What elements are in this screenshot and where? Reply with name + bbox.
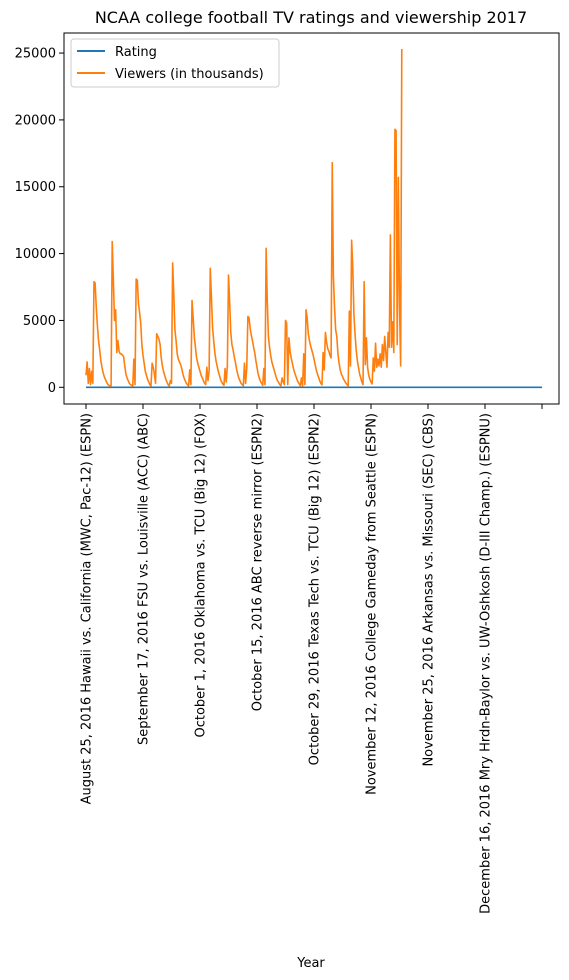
x-tick-label: October 15, 2016 ABC reverse mirror (ESP…	[251, 413, 266, 711]
legend-label-viewers: Viewers (in thousands)	[115, 67, 264, 82]
x-axis-label: Year	[296, 956, 325, 971]
y-tick-label: 25000	[15, 47, 56, 62]
legend-box	[70, 38, 280, 88]
x-tick-label: November 12, 2016 College Gameday from S…	[365, 413, 380, 795]
chart-title: NCAA college football TV ratings and vie…	[95, 8, 527, 27]
y-tick-label: 10000	[15, 247, 56, 262]
legend: Rating Viewers (in thousands)	[70, 38, 280, 88]
plot-area	[63, 32, 560, 405]
plot-frame	[63, 32, 560, 405]
x-axis: August 25, 2016 Hawaii vs. California (M…	[80, 404, 543, 914]
y-axis: 0 5000 10000 15000 20000 25000	[15, 47, 64, 396]
series-line-viewers	[85, 49, 403, 388]
x-tick-label: August 25, 2016 Hawaii vs. California (M…	[80, 413, 95, 804]
legend-label-rating: Rating	[115, 45, 157, 60]
x-tick-label: October 29, 2016 Texas Tech vs. TCU (Big…	[308, 413, 323, 765]
y-tick-label: 20000	[15, 113, 56, 128]
series-layer	[85, 49, 542, 389]
x-tick-label: September 17, 2016 FSU vs. Louisville (A…	[137, 413, 152, 745]
x-tick-label: November 25, 2016 Arkansas vs. Missouri …	[422, 413, 437, 767]
y-tick-label: 15000	[15, 180, 56, 195]
x-tick-label: December 16, 2016 Mry Hrdn-Baylor vs. UW…	[479, 413, 494, 914]
y-tick-label: 5000	[23, 314, 56, 329]
y-tick-label: 0	[48, 381, 56, 396]
x-tick-label: October 1, 2016 Oklahoma vs. TCU (Big 12…	[194, 413, 209, 738]
